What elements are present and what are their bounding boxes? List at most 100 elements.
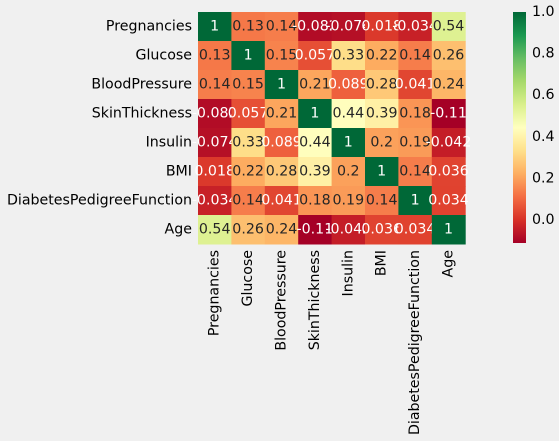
cell-value-label: 0.21 xyxy=(266,106,298,122)
x-tick-label: BMI xyxy=(374,250,390,276)
heatmap-cell xyxy=(198,12,232,42)
cell-value-label: 0.13 xyxy=(232,19,264,35)
heatmap-cell xyxy=(331,99,366,129)
cell-value-label: -0.074 xyxy=(325,19,371,35)
cell-value-label: -0.034 xyxy=(392,19,438,35)
cell-value-label: 0.54 xyxy=(199,222,231,238)
cell-value-label: 0.28 xyxy=(266,164,298,180)
heatmap-cell xyxy=(431,157,466,187)
heatmap-cell xyxy=(331,157,366,187)
heatmap-cell xyxy=(298,215,333,245)
cell-value-label: 0.54 xyxy=(433,19,465,35)
cell-value-label: -0.11 xyxy=(297,222,334,238)
cell-value-label: 1 xyxy=(277,77,286,93)
cell-value-label: 0.041 xyxy=(395,77,436,93)
cell-value-label: 0.22 xyxy=(232,164,264,180)
x-tick-label: Insulin xyxy=(340,250,356,296)
cell-value-label: 0.036 xyxy=(428,164,469,180)
cell-value-label: 0.036 xyxy=(361,222,402,238)
heatmap-cell xyxy=(331,215,366,245)
colorbar-tick-label: 0.2 xyxy=(532,170,555,186)
cell-value-label: 0.26 xyxy=(232,222,264,238)
heatmap-cell xyxy=(231,215,266,245)
heatmap-cell xyxy=(264,99,299,129)
heatmap-cell xyxy=(398,12,433,42)
heatmap-cell xyxy=(298,157,333,187)
cell-value-label: 0.14 xyxy=(232,193,264,209)
cell-value-label: 0.19 xyxy=(333,193,365,209)
cell-value-label: 1 xyxy=(377,164,386,180)
cell-value-label: 0.15 xyxy=(266,48,298,64)
cell-value-label: -0.082 xyxy=(192,106,238,122)
heatmap-cell xyxy=(298,41,333,71)
x-tick-label: Glucose xyxy=(240,250,256,307)
heatmap-cell xyxy=(431,186,466,216)
heatmap-cell xyxy=(431,70,466,100)
cell-value-label: 0.089 xyxy=(328,77,369,93)
cell-value-label: 1 xyxy=(244,48,253,64)
y-tick-label: BMI xyxy=(166,164,192,180)
y-axis-tick-labels: Pregnancies Glucose BloodPressure SkinThick… xyxy=(7,19,192,238)
heatmap-cell xyxy=(298,128,333,158)
heatmap-cell xyxy=(264,186,299,216)
heatmap-cell xyxy=(231,186,266,216)
heatmap-cell xyxy=(264,70,299,100)
heatmap-cell xyxy=(298,186,333,216)
cell-value-label: 0.2 xyxy=(370,135,393,151)
cell-value-label: -0.11 xyxy=(430,106,467,122)
cell-value-label: 0.44 xyxy=(333,106,365,122)
cell-value-label: 0.14 xyxy=(399,164,431,180)
heatmap-cell xyxy=(331,128,366,158)
heatmap-cells: 1 0.13 0.14-0.082-0.0740.018-0.0340.540.13… xyxy=(192,12,471,245)
y-tick-label: Pregnancies xyxy=(106,19,192,35)
heatmap-cell xyxy=(231,128,266,158)
y-tick-label: DiabetesPedigreeFunction xyxy=(7,193,192,209)
heatmap-cell xyxy=(331,12,366,42)
colorbar-tick-label: 0.0 xyxy=(532,212,555,228)
cell-value-label: 0.33 xyxy=(232,135,264,151)
cell-value-label: 0.14 xyxy=(399,48,431,64)
heatmap-cell xyxy=(398,215,433,245)
heatmap-cell xyxy=(264,41,299,71)
cell-value-label: 1 xyxy=(310,106,319,122)
cell-value-label: 0.24 xyxy=(433,77,465,93)
heatmap-cell xyxy=(298,99,333,129)
cell-value-label: 0.089 xyxy=(261,135,302,151)
colorbar xyxy=(513,12,526,243)
cell-value-label: 0.33 xyxy=(333,48,365,64)
cell-value-label: 1 xyxy=(444,222,453,238)
cell-value-label: 0.15 xyxy=(232,77,264,93)
heatmap-cell xyxy=(298,70,333,100)
cell-value-label: 0.39 xyxy=(366,106,398,122)
heatmap-cell xyxy=(431,128,466,158)
cell-value-label: 0.21 xyxy=(299,77,331,93)
heatmap-cell xyxy=(365,186,399,216)
heatmap-cell xyxy=(264,157,299,187)
heatmap-cell xyxy=(431,99,466,129)
heatmap-cell xyxy=(231,12,266,42)
cell-value-label: 0.24 xyxy=(266,222,298,238)
cell-value-label: 0.19 xyxy=(399,135,431,151)
cell-value-label: 0.041 xyxy=(261,193,302,209)
heatmap-cell xyxy=(198,186,232,216)
colorbar-tick-label: 0.6 xyxy=(532,87,555,103)
cell-value-label: 0.18 xyxy=(399,106,431,122)
heatmap-cell xyxy=(365,215,399,245)
heatmap-cell xyxy=(331,186,366,216)
heatmap-cell xyxy=(365,41,399,71)
heatmap-cell xyxy=(398,99,433,129)
cell-value-label: 0.39 xyxy=(299,164,331,180)
cell-value-label: 1 xyxy=(411,193,420,209)
heatmap-cell xyxy=(264,12,299,42)
cell-value-label: -0.082 xyxy=(292,19,338,35)
cell-value-label: 0.018 xyxy=(194,164,235,180)
y-tick-label: BloodPressure xyxy=(91,77,192,93)
cell-value-label: 0.26 xyxy=(433,48,465,64)
y-tick-label: Age xyxy=(165,222,192,238)
heatmap-cell xyxy=(198,128,232,158)
cell-value-label: 0.13 xyxy=(199,48,231,64)
cell-value-label: 0.034 xyxy=(428,193,469,209)
y-tick-label: Glucose xyxy=(135,48,192,64)
heatmap-cell xyxy=(231,70,266,100)
